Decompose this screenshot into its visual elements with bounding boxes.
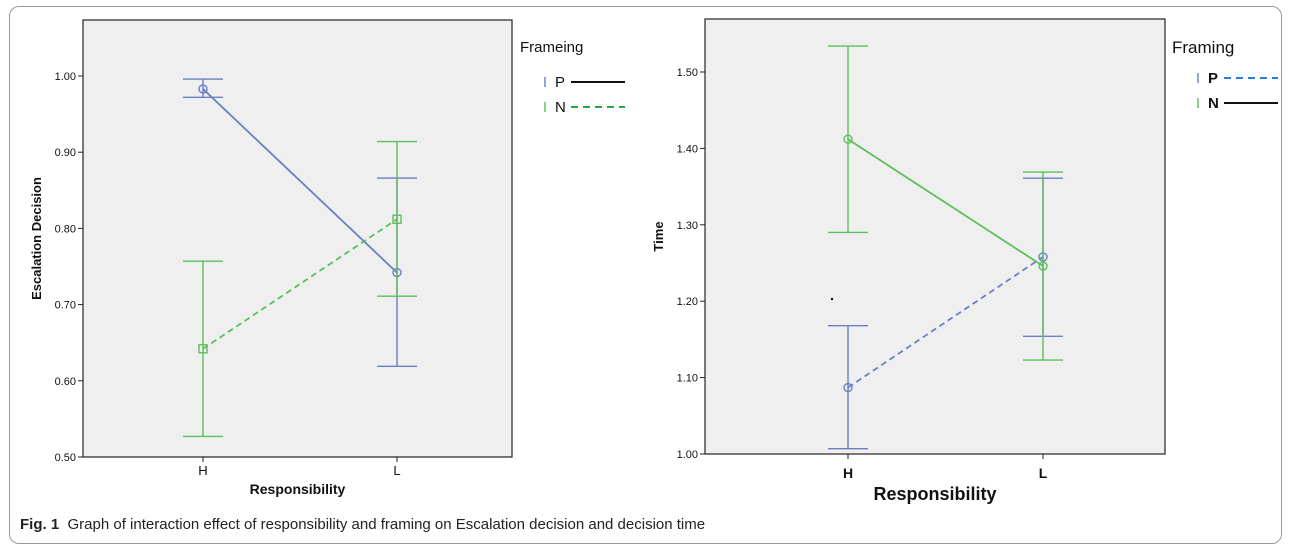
chart1-plot-area bbox=[82, 19, 513, 458]
chart1-x-tick-label: H bbox=[198, 463, 207, 478]
figure-caption: Fig. 1 Graph of interaction effect of re… bbox=[20, 516, 705, 533]
chart1-series-N-point bbox=[392, 214, 402, 224]
chart1-x-axis-label: Responsibility bbox=[250, 481, 346, 497]
caption-label: Fig. 1 bbox=[20, 516, 60, 533]
chart2-x-axis-label: Responsibility bbox=[873, 484, 996, 504]
chart2-series-N-point bbox=[1038, 261, 1048, 271]
chart1-legend-label: P bbox=[555, 74, 565, 91]
chart1-y-tick-label: 0.50 bbox=[55, 452, 76, 464]
chart1-legend-label: N bbox=[555, 99, 566, 116]
chart1-y-tick-label: 0.60 bbox=[55, 376, 76, 388]
chart1-legend-title: Frameing bbox=[520, 39, 583, 56]
chart1-series-N-line bbox=[202, 218, 398, 350]
chart2-legend-errorbar-icon: I bbox=[1196, 95, 1200, 112]
chart2-series-N-line bbox=[847, 138, 1044, 267]
chart2-series-P-point bbox=[843, 382, 853, 393]
chart2-y-tick-label: 1.30 bbox=[677, 220, 698, 232]
chart1-legend-errorbar-icon: I bbox=[543, 74, 547, 91]
chart2-y-tick-label: 1.40 bbox=[677, 143, 698, 155]
chart2-x-tick-label: H bbox=[843, 465, 853, 481]
chart2-plot-area bbox=[704, 18, 1166, 455]
chart1-series-P-line bbox=[202, 88, 398, 274]
chart2-y-tick-label: 1.10 bbox=[677, 373, 698, 385]
chart2-legend-label: P bbox=[1208, 70, 1218, 87]
chart2-series-P-line bbox=[847, 256, 1044, 389]
chart2-legend-title: Framing bbox=[1172, 38, 1234, 57]
chart2-y-tick-label: 1.20 bbox=[677, 296, 698, 308]
chart2-y-tick-label: 1.50 bbox=[677, 67, 698, 79]
chart2-series-N-point bbox=[843, 134, 853, 144]
chart1-series-N-point bbox=[198, 344, 208, 354]
stray-dot bbox=[830, 297, 834, 301]
chart2-y-tick-label: 1.00 bbox=[677, 449, 698, 461]
chart2-legend-label: N bbox=[1208, 95, 1219, 112]
chart1-legend-errorbar-icon: I bbox=[543, 99, 547, 116]
chart2-legend-errorbar-icon: I bbox=[1196, 70, 1200, 87]
chart1-y-axis-label: Escalation Decision bbox=[29, 177, 44, 300]
chart1-y-tick-label: 0.70 bbox=[55, 300, 76, 312]
chart2-x-tick-label: L bbox=[1039, 465, 1048, 481]
chart2-y-axis-label: Time bbox=[651, 221, 666, 251]
figure-frame bbox=[9, 6, 1282, 544]
chart1-y-tick-label: 0.80 bbox=[55, 223, 76, 235]
caption-text: Graph of interaction effect of responsib… bbox=[67, 516, 706, 533]
chart1-x-tick-label: L bbox=[393, 463, 400, 478]
chart1-series-P-point bbox=[198, 84, 208, 94]
chart1-y-tick-label: 1.00 bbox=[55, 71, 76, 83]
chart1-y-tick-label: 0.90 bbox=[55, 147, 76, 159]
